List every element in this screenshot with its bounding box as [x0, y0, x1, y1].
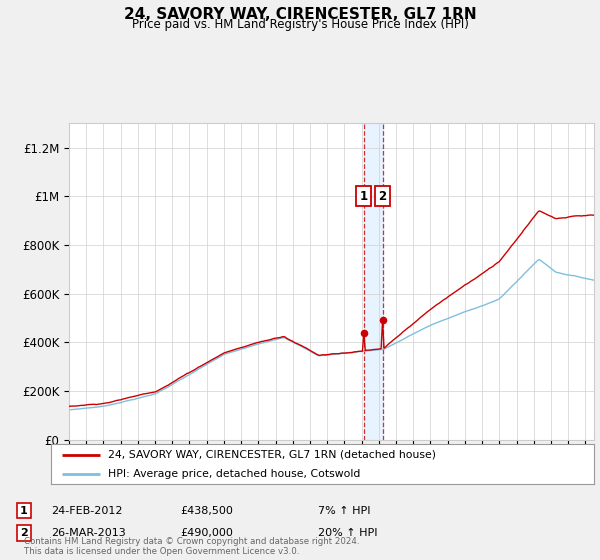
- Text: 1: 1: [20, 506, 28, 516]
- Text: 26-MAR-2013: 26-MAR-2013: [51, 528, 126, 538]
- Text: 1: 1: [360, 190, 368, 203]
- Text: 20% ↑ HPI: 20% ↑ HPI: [318, 528, 377, 538]
- Text: 7% ↑ HPI: 7% ↑ HPI: [318, 506, 371, 516]
- Text: 24-FEB-2012: 24-FEB-2012: [51, 506, 122, 516]
- Text: 24, SAVORY WAY, CIRENCESTER, GL7 1RN (detached house): 24, SAVORY WAY, CIRENCESTER, GL7 1RN (de…: [108, 450, 436, 460]
- Text: 2: 2: [379, 190, 386, 203]
- Text: Contains HM Land Registry data © Crown copyright and database right 2024.
This d: Contains HM Land Registry data © Crown c…: [24, 536, 359, 556]
- Point: [359, 328, 368, 337]
- Text: 24, SAVORY WAY, CIRENCESTER, GL7 1RN: 24, SAVORY WAY, CIRENCESTER, GL7 1RN: [124, 7, 476, 22]
- Text: 2: 2: [20, 528, 28, 538]
- Text: £490,000: £490,000: [180, 528, 233, 538]
- Text: £438,500: £438,500: [180, 506, 233, 516]
- Bar: [364, 123, 383, 440]
- Text: HPI: Average price, detached house, Cotswold: HPI: Average price, detached house, Cots…: [108, 469, 361, 479]
- Text: Price paid vs. HM Land Registry's House Price Index (HPI): Price paid vs. HM Land Registry's House …: [131, 18, 469, 31]
- Point: [378, 316, 388, 325]
